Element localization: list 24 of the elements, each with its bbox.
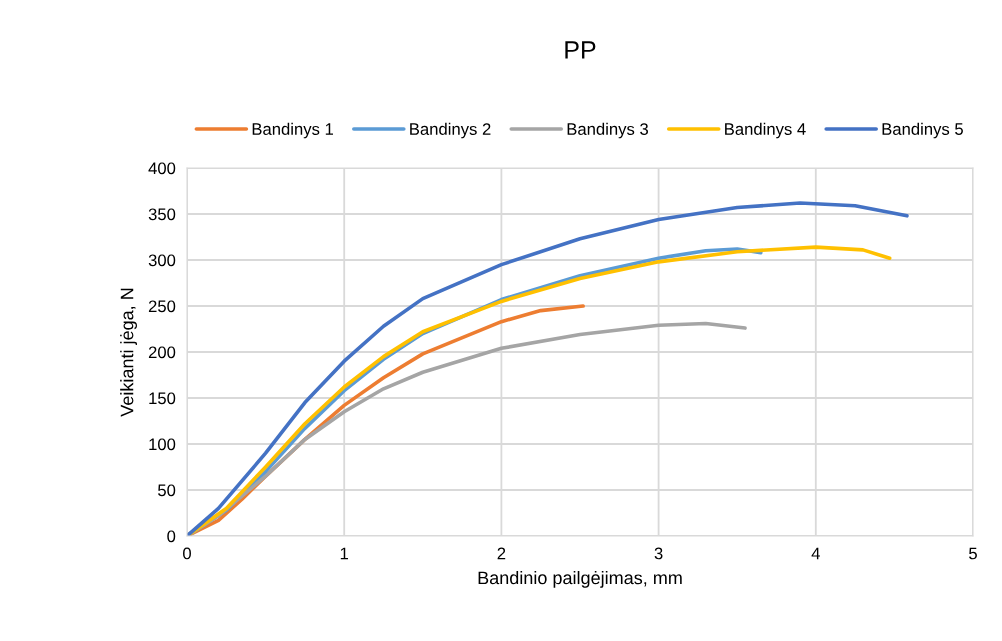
y-tick-label: 350 bbox=[148, 208, 176, 221]
x-tick-label: 3 bbox=[654, 547, 663, 560]
y-tick-label: 400 bbox=[148, 162, 176, 175]
chart-title: PP bbox=[565, 41, 596, 59]
x-tick-label: 1 bbox=[340, 547, 349, 560]
legend-label: Bandinys 3 bbox=[567, 122, 648, 139]
y-tick-label: 150 bbox=[149, 392, 176, 405]
y-tick-label: 300 bbox=[148, 254, 176, 267]
line-series bbox=[187, 201, 909, 536]
x-tick-label: 5 bbox=[969, 547, 977, 560]
x-tick-label: 4 bbox=[811, 547, 820, 560]
y-tick-label: 0 bbox=[167, 530, 176, 543]
y-tick-label: 200 bbox=[148, 346, 176, 359]
y-axis-title: Veikianti jėga, N bbox=[120, 288, 137, 417]
x-axis-title: Bandinio pailgėjimas, mm bbox=[478, 570, 682, 588]
y-tick-label: 100 bbox=[149, 438, 176, 451]
y-tick-label: 250 bbox=[148, 300, 176, 313]
x-tick-label: 2 bbox=[497, 547, 506, 560]
legend-label: Bandinys 5 bbox=[882, 122, 963, 139]
legend-label: Bandinys 1 bbox=[252, 122, 333, 139]
legend-label: Bandinys 4 bbox=[725, 122, 806, 139]
y-tick-label: 50 bbox=[158, 484, 176, 497]
legend-label: Bandinys 2 bbox=[410, 122, 491, 139]
x-tick-label: 0 bbox=[183, 547, 191, 560]
